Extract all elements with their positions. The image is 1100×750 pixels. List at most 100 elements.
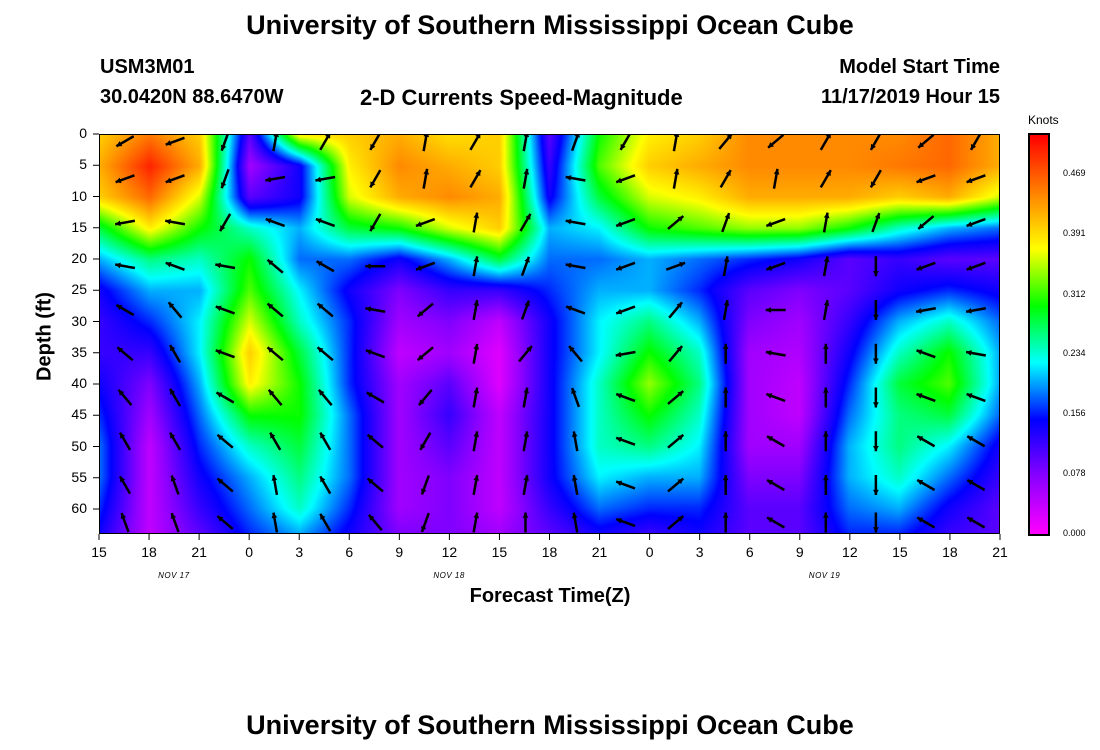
- current-vector-arrow: [118, 431, 132, 451]
- current-vector-arrow: [520, 256, 531, 277]
- y-tick-label: 30: [71, 312, 87, 329]
- current-vector-arrow: [869, 169, 882, 189]
- current-vector-arrow: [916, 435, 936, 448]
- current-vector-arrow: [115, 303, 135, 317]
- current-vector-arrow: [916, 516, 936, 529]
- y-tick-label: 40: [71, 375, 87, 391]
- current-vector-arrow: [765, 392, 786, 403]
- current-vector-arrow: [819, 135, 831, 151]
- current-vector-arrow: [765, 217, 786, 228]
- current-vector-arrow: [917, 135, 935, 149]
- y-tick-label: 45: [71, 406, 87, 423]
- current-vector-arrow: [266, 302, 284, 318]
- current-vector-arrow: [220, 135, 229, 152]
- colorbar-tick-label: 0.469: [1063, 168, 1086, 179]
- current-vector-arrow: [615, 517, 636, 528]
- current-vector-arrow: [472, 512, 480, 533]
- current-vector-arrow: [565, 218, 586, 226]
- current-vector-arrow: [316, 302, 334, 318]
- current-vector-arrow: [366, 433, 384, 449]
- current-vector-arrow: [167, 301, 183, 319]
- current-vector-arrow: [872, 300, 879, 320]
- x-tick-label: 18: [942, 544, 958, 560]
- current-vector-arrow: [522, 431, 530, 452]
- current-vector-arrow: [518, 345, 533, 363]
- current-vector-arrow: [317, 389, 333, 406]
- current-vector-arrow: [722, 431, 729, 452]
- current-vector-arrow: [522, 387, 530, 408]
- current-vector-arrow: [966, 516, 986, 529]
- y-tick-label: 5: [79, 156, 87, 173]
- current-vector-arrow: [472, 431, 480, 452]
- x-tick-label: 9: [395, 544, 404, 560]
- colorbar-tick-label: 0.156: [1063, 408, 1086, 419]
- current-vector-arrow: [917, 215, 935, 230]
- current-vector-arrow: [615, 261, 636, 271]
- y-tick-label: 60: [71, 500, 87, 516]
- x-tick-label: 18: [141, 544, 157, 560]
- current-vector-arrow: [570, 135, 580, 152]
- current-vector-arrow: [718, 135, 733, 150]
- current-vector-arrow: [722, 387, 729, 408]
- current-vector-arrow: [369, 169, 382, 189]
- current-vector-arrow: [420, 475, 430, 495]
- current-vector-arrow: [615, 350, 636, 358]
- x-tick-label: 12: [842, 544, 858, 560]
- x-tick-label: 0: [645, 544, 654, 560]
- current-vector-arrow: [822, 512, 829, 533]
- current-vector-arrow: [615, 480, 636, 490]
- y-tick-label: 25: [71, 281, 87, 298]
- x-tick-label: 12: [441, 544, 458, 560]
- page-title-bottom: University of Southern Mississippi Ocean…: [246, 710, 854, 740]
- current-vector-arrow: [667, 477, 685, 493]
- current-vector-arrow: [120, 512, 130, 533]
- current-vector-arrow: [619, 135, 631, 151]
- current-vector-arrow: [472, 387, 480, 408]
- colorbar-tick-label: 0.391: [1063, 227, 1086, 238]
- current-vector-arrow: [615, 174, 636, 184]
- current-vector-arrow: [765, 261, 786, 271]
- colorbar-tick-label: 0.312: [1063, 288, 1086, 299]
- day-label: NOV 19: [808, 571, 841, 580]
- current-vector-arrow: [872, 343, 879, 364]
- current-vector-arrow: [367, 514, 383, 531]
- current-vector-arrow: [916, 261, 936, 271]
- x-tick-label: 15: [491, 544, 508, 560]
- current-vector-arrow: [114, 219, 136, 227]
- current-vector-arrow: [216, 433, 234, 449]
- x-tick-label: 6: [345, 544, 354, 560]
- x-tick-label: 15: [91, 544, 107, 560]
- current-vector-arrow: [872, 512, 879, 533]
- current-vector-arrow: [966, 217, 986, 228]
- current-vector-arrow: [667, 433, 685, 449]
- current-vector-arrow: [118, 475, 132, 495]
- current-vector-arrow: [215, 305, 235, 315]
- current-vector-arrow: [416, 346, 434, 362]
- current-vector-arrow: [220, 168, 230, 189]
- y-tick-label: 10: [71, 187, 87, 204]
- current-vector-arrow: [365, 306, 386, 313]
- current-vector-arrow: [965, 350, 987, 357]
- current-vector-arrow: [165, 261, 185, 271]
- current-vector-arrow: [265, 175, 286, 183]
- current-vector-arrow: [271, 512, 279, 533]
- current-vector-arrow: [721, 212, 731, 233]
- current-vector-arrow: [766, 516, 786, 529]
- current-vector-arrow: [415, 261, 436, 271]
- current-vector-arrow: [472, 474, 480, 496]
- current-vector-arrow: [667, 215, 685, 230]
- y-axis-label: Depth (ft): [33, 292, 56, 381]
- x-tick-label: 18: [541, 544, 558, 560]
- current-vector-arrow: [269, 431, 282, 451]
- colorbar-tick-label: 0.078: [1063, 468, 1086, 479]
- current-vector-arrow: [366, 391, 385, 404]
- current-vector-arrow: [422, 135, 430, 152]
- current-vector-arrow: [615, 305, 636, 315]
- current-vector-arrow: [615, 217, 636, 228]
- current-vector-arrow: [169, 431, 182, 451]
- day-label: NOV 17: [158, 571, 190, 580]
- current-vector-arrow: [315, 175, 336, 183]
- current-vector-arrow: [966, 435, 986, 448]
- current-vector-arrow: [822, 387, 829, 408]
- current-vector-arrow: [722, 256, 730, 277]
